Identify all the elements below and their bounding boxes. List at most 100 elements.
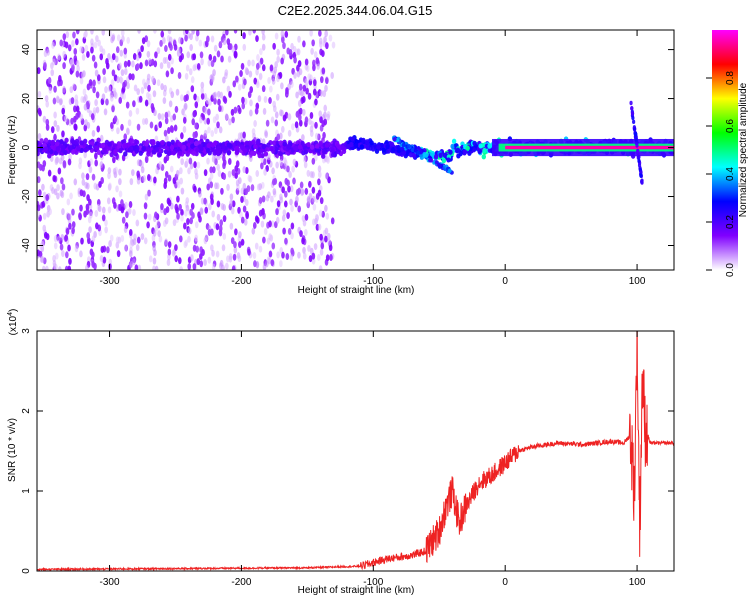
heatmap-cell bbox=[135, 244, 140, 252]
heatmap-cell bbox=[269, 85, 273, 93]
heatmap-cell bbox=[146, 91, 150, 99]
heatmap-cell bbox=[241, 102, 246, 110]
heatmap-cell bbox=[191, 30, 196, 35]
heatmap-cell bbox=[81, 172, 85, 180]
heatmap-cell bbox=[40, 240, 45, 248]
heatmap-cell bbox=[218, 40, 223, 48]
heatmap-cell bbox=[169, 125, 174, 133]
heatmap-cell bbox=[249, 99, 253, 107]
heatmap-cell bbox=[228, 43, 233, 51]
heatmap-cell bbox=[164, 145, 170, 151]
heatmap-cell bbox=[75, 112, 79, 120]
heatmap-cell bbox=[314, 154, 318, 162]
heatmap-cell bbox=[180, 158, 184, 166]
heatmap-cell bbox=[302, 246, 306, 254]
heatmap-cell bbox=[235, 179, 240, 187]
heatmap-marks bbox=[37, 30, 674, 270]
heatmap-cell bbox=[297, 35, 301, 43]
heatmap-cell bbox=[271, 167, 275, 175]
heatmap-cell bbox=[69, 58, 74, 66]
heatmap-cell bbox=[102, 76, 107, 84]
heatmap-x-tick-label: 100 bbox=[629, 276, 646, 287]
heatmap-cell bbox=[207, 256, 212, 264]
heatmap-cell bbox=[300, 188, 305, 196]
heatmap-cell bbox=[65, 31, 70, 39]
heatmap-cell bbox=[179, 177, 184, 185]
heatmap-cell bbox=[147, 213, 152, 221]
heatmap-cell bbox=[203, 197, 207, 205]
heatmap-cell bbox=[199, 51, 204, 59]
heatmap-cell bbox=[90, 46, 94, 54]
heatmap-cell bbox=[164, 238, 168, 246]
heatmap-cell bbox=[324, 227, 329, 235]
heatmap-cell bbox=[127, 141, 132, 148]
heatmap-cell bbox=[226, 38, 231, 46]
heatmap-cell bbox=[321, 67, 326, 75]
heatmap-cell bbox=[632, 119, 636, 125]
heatmap-cell bbox=[211, 210, 215, 218]
heatmap-cell bbox=[240, 196, 244, 204]
heatmap-cell bbox=[192, 263, 197, 270]
heatmap-cell bbox=[192, 131, 197, 139]
heatmap-cell bbox=[481, 154, 487, 160]
heatmap-cell bbox=[71, 221, 76, 229]
heatmap-cell bbox=[308, 255, 313, 263]
heatmap-cell bbox=[282, 227, 286, 235]
heatmap-cell bbox=[180, 214, 184, 222]
heatmap-cell bbox=[256, 183, 261, 191]
heatmap-cell bbox=[63, 115, 68, 123]
heatmap-cell bbox=[196, 62, 201, 70]
heatmap-cell bbox=[260, 162, 264, 170]
heatmap-cell bbox=[56, 192, 60, 200]
heatmap-cell bbox=[74, 94, 79, 102]
heatmap-cell bbox=[300, 89, 304, 97]
heatmap-cell bbox=[105, 62, 110, 70]
heatmap-cell bbox=[183, 222, 187, 230]
heatmap-cell bbox=[323, 111, 327, 119]
heatmap-cell bbox=[95, 91, 100, 99]
heatmap-cell bbox=[303, 161, 308, 169]
heatmap-cell bbox=[313, 79, 317, 87]
heatmap-cell bbox=[216, 145, 222, 151]
heatmap-cell bbox=[83, 147, 88, 153]
heatmap-cell bbox=[229, 193, 234, 201]
heatmap-cell bbox=[138, 150, 144, 156]
colorbar-tick-label: 0.8 bbox=[725, 71, 736, 85]
heatmap-cell bbox=[206, 183, 211, 191]
heatmap-cell bbox=[320, 242, 325, 250]
snr-y-tick-label: 0 bbox=[21, 568, 32, 574]
heatmap-cell bbox=[182, 125, 187, 133]
heatmap-cell bbox=[50, 69, 55, 77]
heatmap-cell bbox=[185, 64, 190, 72]
heatmap-cell bbox=[296, 64, 300, 72]
heatmap-cell bbox=[118, 62, 122, 70]
heatmap-cell bbox=[233, 30, 238, 34]
heatmap-cell bbox=[261, 30, 265, 35]
heatmap-cell bbox=[87, 216, 92, 224]
heatmap-cell bbox=[101, 30, 106, 36]
heatmap-cell bbox=[213, 97, 217, 105]
heatmap-cell bbox=[184, 209, 188, 217]
heatmap-cell bbox=[43, 50, 48, 58]
heatmap-cell bbox=[282, 42, 286, 50]
heatmap-cell bbox=[302, 95, 306, 103]
heatmap-cell bbox=[199, 116, 203, 124]
heatmap-cell bbox=[289, 253, 294, 261]
heatmap-cell bbox=[302, 155, 307, 163]
heatmap-cell bbox=[419, 153, 424, 158]
heatmap-cell bbox=[151, 140, 156, 146]
heatmap-cell bbox=[123, 47, 128, 55]
heatmap-cell bbox=[372, 142, 378, 148]
heatmap-cell bbox=[42, 115, 47, 123]
heatmap-cell bbox=[82, 96, 87, 104]
heatmap-cell bbox=[324, 235, 328, 243]
heatmap-cell bbox=[472, 140, 477, 146]
heatmap-cell bbox=[259, 48, 263, 56]
heatmap-cell bbox=[231, 265, 236, 270]
heatmap-cell bbox=[59, 243, 64, 251]
heatmap-cell bbox=[361, 137, 366, 143]
heatmap-cell bbox=[225, 30, 229, 36]
heatmap-cell bbox=[319, 233, 323, 241]
heatmap-cell bbox=[141, 118, 146, 126]
heatmap-cell bbox=[136, 123, 141, 131]
